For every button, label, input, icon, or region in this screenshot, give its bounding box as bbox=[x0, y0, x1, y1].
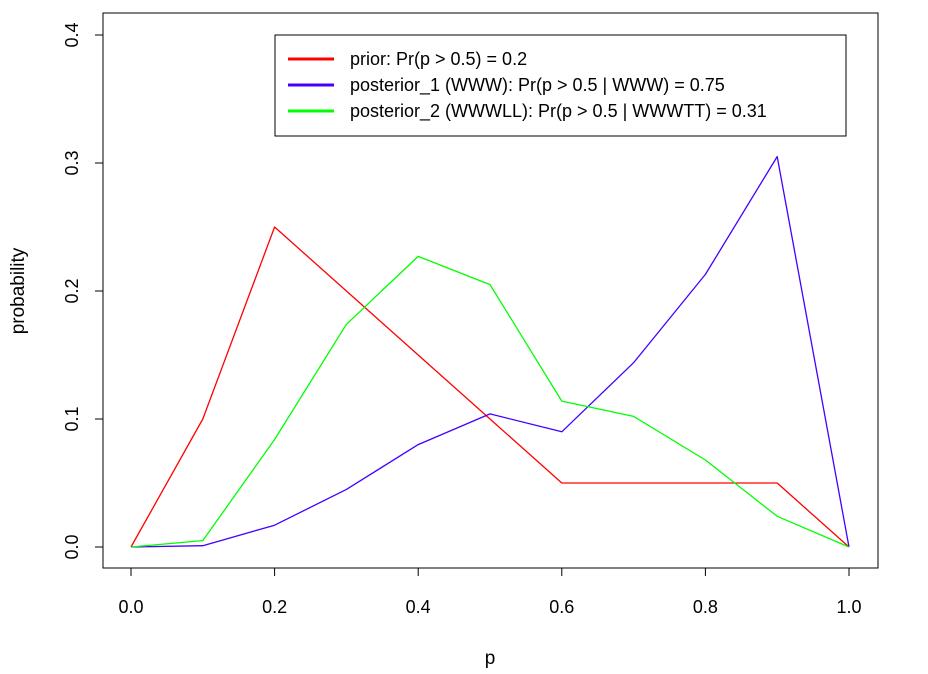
y-tick-label: 0.4 bbox=[62, 22, 82, 47]
series-line-2 bbox=[130, 155, 850, 548]
y-axis-title: probability bbox=[8, 247, 29, 334]
y-tick-label: 0.3 bbox=[62, 150, 82, 175]
x-tick-label: 0.4 bbox=[406, 597, 431, 617]
x-tick-label: 0.0 bbox=[118, 597, 143, 617]
legend-box bbox=[274, 34, 847, 137]
legend-label: prior: Pr(p > 0.5) = 0.2 bbox=[350, 49, 527, 69]
legend: prior: Pr(p > 0.5) = 0.2 posterior_1 (WWW… bbox=[274, 34, 847, 137]
legend-label: posterior_2 (WWWLL): Pr(p > 0.5 | WWWTT)… bbox=[350, 101, 767, 122]
y-tick-label: 0.1 bbox=[62, 406, 82, 431]
x-tick-label: 0.8 bbox=[693, 597, 718, 617]
y-axis: 0.0 0.1 0.2 0.3 0.4 bbox=[62, 22, 104, 560]
series-line-1 bbox=[130, 226, 850, 548]
series-line-3 bbox=[130, 255, 850, 548]
x-tick-label: 0.6 bbox=[549, 597, 574, 617]
y-tick-label: 0.0 bbox=[62, 534, 82, 559]
legend-label: posterior_1 (WWW): Pr(p > 0.5 | WWW) = 0… bbox=[350, 75, 725, 96]
series-layer bbox=[130, 155, 850, 548]
x-axis-title: p bbox=[485, 648, 496, 669]
y-tick-label: 0.2 bbox=[62, 278, 82, 303]
x-axis: 0.0 0.2 0.4 0.6 0.8 1.0 bbox=[118, 567, 862, 617]
x-tick-label: 0.2 bbox=[262, 597, 287, 617]
x-tick-label: 1.0 bbox=[836, 597, 861, 617]
